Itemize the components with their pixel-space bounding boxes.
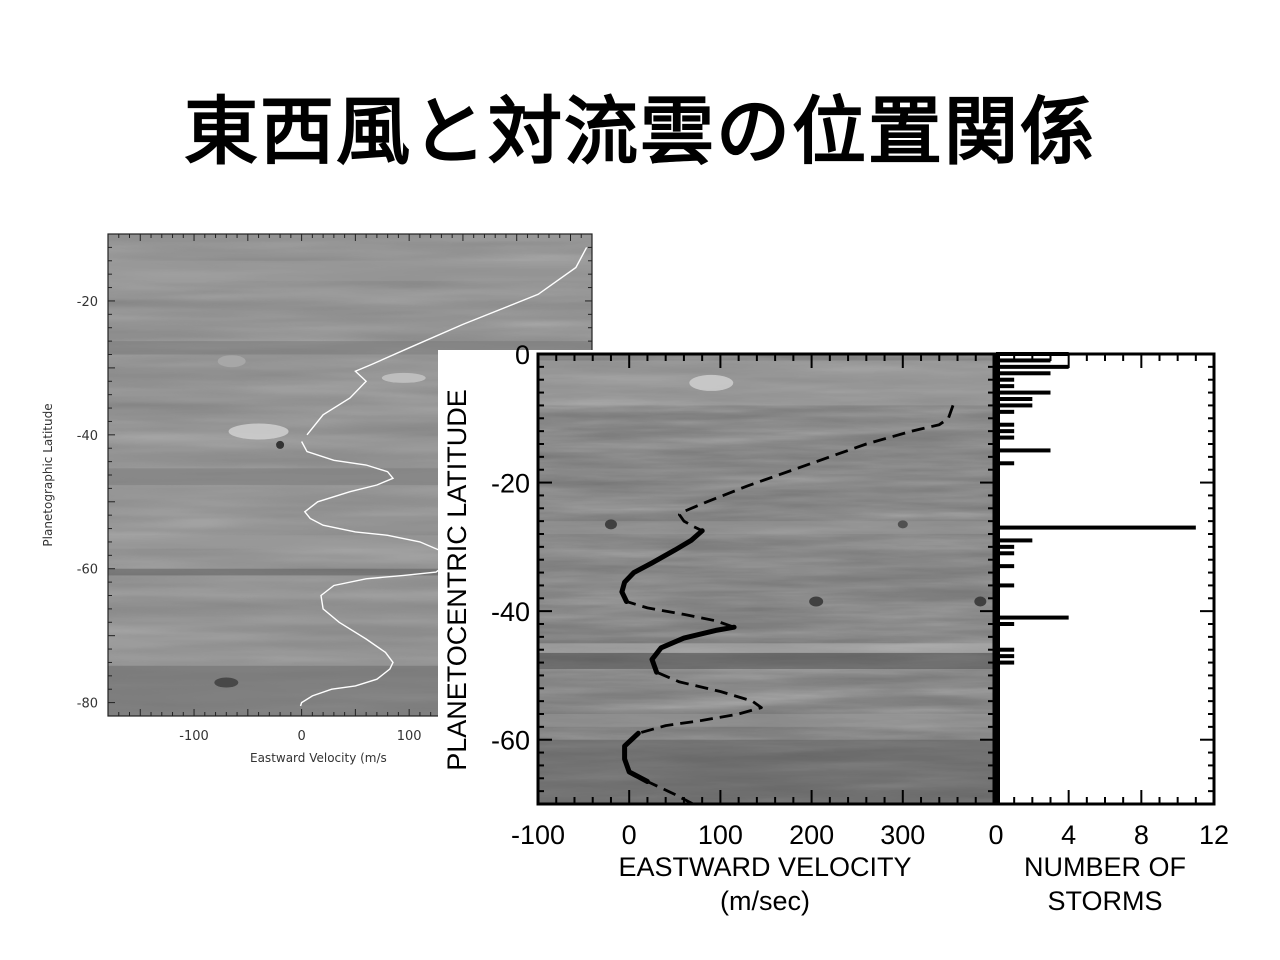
y-tick-label: -60 [491,726,530,756]
storm-bar [996,397,1033,401]
storm-bar [996,403,1033,408]
right-cloud-texture [538,354,994,804]
storm-bar [996,660,1015,665]
right-y-axis-label: PLANETOCENTRIC LATITUDE [442,389,472,771]
left-x-axis-label: Eastward Velocity (m/s [250,751,387,765]
right-velocity-chart: -100 0 100 200 300 0 -20 -40 -60 PLANETOCENTRIC … [438,340,1280,950]
x-tick-label: 12 [1199,820,1229,850]
storm-bar [996,647,1015,652]
storm-bar [996,448,1051,453]
right-x-axis-label-line1: EASTWARD VELOCITY [618,852,911,882]
x-tick-label: 0 [297,729,305,744]
slide-title: 東西風と対流雲の位置関係 [184,89,1096,175]
storm-bar [996,622,1015,626]
y-tick-label: -20 [77,295,98,310]
y-tick-label: -40 [77,429,98,444]
velocity-solid-segment [619,528,705,604]
storm-bar [996,564,1015,569]
x-tick-label: 8 [1134,820,1149,850]
cloud-feature [689,374,734,391]
storm-bar [996,583,1015,588]
y-tick-label: -40 [491,597,530,627]
velocity-solid-segment [622,730,650,784]
storm-bar [996,544,1015,549]
cloud-band [538,643,994,653]
x-tick-label: 300 [880,820,925,850]
storm-count-chart: 0 4 8 12 NUMBER OF STORMS [988,352,1229,916]
left-y-axis-label: Planetographic Latitude [41,403,55,546]
storm-bar [996,429,1015,434]
cloud-band [538,739,994,804]
velocity-line-2 [306,247,588,436]
right-x-axis-label-line2: (m/sec) [720,886,810,916]
storm-bar [996,409,1015,414]
storm-bar [996,371,1051,376]
y-tick-label: 0 [515,340,530,370]
storm-bar [996,538,1033,543]
cloud-band [108,260,592,281]
storm-bar [996,377,1015,382]
x-tick-label: -100 [179,729,209,744]
cloud-feature [381,372,426,383]
storm-bar [996,654,1015,659]
storm-bar [996,384,1015,389]
cloud-band [538,521,994,534]
x-tick-label: 100 [397,729,422,744]
x-tick-label: 100 [698,820,743,850]
storm-bar [996,615,1069,620]
right-axis-ticks: -100 0 100 200 300 0 -20 -40 -60 [491,340,994,850]
storm-bar [996,551,1015,556]
cloud-feature [974,596,987,607]
storm-bar [996,352,1069,356]
x-tick-label: 0 [622,820,637,850]
storm-bar [996,358,1051,363]
velocity-dashed-line [620,404,955,806]
storm-bar [996,461,1015,466]
storm-bar [996,390,1051,395]
x-tick-label: 0 [988,820,1003,850]
right-velocity-profile [619,404,955,806]
storm-x-axis-label-line1: NUMBER OF [1024,852,1186,882]
x-tick-label: -100 [511,820,565,850]
x-tick-label: 4 [1061,820,1076,850]
velocity-solid-segment [649,624,737,675]
cloud-feature [276,440,285,449]
storm-baseline [995,354,1000,804]
y-tick-label: -80 [77,697,98,712]
storm-bar [996,364,1069,369]
storm-bar [996,435,1015,440]
right-plot-frame [536,352,996,806]
cloud-band [538,360,994,406]
y-tick-label: -20 [491,469,530,499]
storm-x-axis-label-line2: STORMS [1047,886,1162,916]
y-tick-label: -60 [77,563,98,578]
cloud-band [538,652,994,669]
cloud-feature [897,520,908,529]
x-tick-label: 200 [789,820,834,850]
cloud-feature [604,519,617,530]
storm-bars [995,352,1196,804]
cloud-feature [217,355,246,368]
cloud-feature [809,596,824,607]
cloud-band [538,714,994,727]
cloud-feature [214,677,239,688]
cloud-band [108,568,592,576]
storm-bar [996,525,1196,530]
storm-plot-frame [994,352,1216,806]
storm-bar [996,422,1015,427]
cloud-feature [228,423,289,440]
